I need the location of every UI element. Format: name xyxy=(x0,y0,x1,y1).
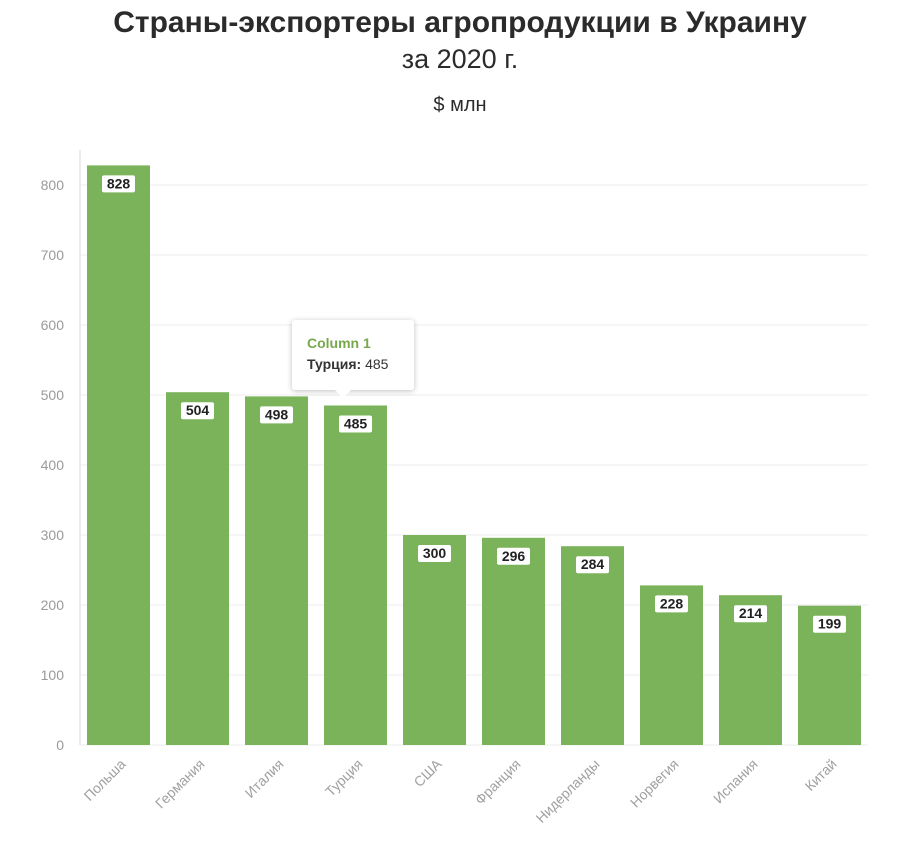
chart-unit: $ млн xyxy=(433,94,487,116)
data-label: 485 xyxy=(344,416,368,432)
data-label: 504 xyxy=(186,402,210,418)
data-label: 828 xyxy=(107,175,131,191)
x-tick-label: Германия xyxy=(152,756,208,812)
y-tick-label: 300 xyxy=(41,527,65,543)
data-label: 228 xyxy=(660,595,684,611)
y-tick-label: 200 xyxy=(41,597,65,613)
data-label-background xyxy=(734,605,767,623)
y-tick-label: 400 xyxy=(41,457,65,473)
y-axis-ticks: 0 100 200 300 400 500 600 700 800 xyxy=(41,177,65,753)
chart-subtitle: за 2020 г. xyxy=(401,44,519,74)
y-tick-label: 800 xyxy=(41,177,65,193)
x-tick-label: Турция xyxy=(322,756,366,800)
data-label: 214 xyxy=(739,605,763,621)
bar xyxy=(87,165,150,745)
x-tick-label: Китай xyxy=(802,756,840,794)
bar xyxy=(324,405,387,745)
data-label-background xyxy=(418,545,451,562)
bar xyxy=(245,396,308,745)
data-label-background xyxy=(813,615,846,633)
data-label: 296 xyxy=(502,548,526,564)
x-tick-label: США xyxy=(410,755,445,790)
data-label-background xyxy=(497,547,530,565)
y-tick-label: 0 xyxy=(56,737,64,753)
y-tick-label: 500 xyxy=(41,387,65,403)
data-label-background xyxy=(260,406,293,424)
data-label-background xyxy=(339,415,372,433)
y-tick-label: 600 xyxy=(41,317,65,333)
data-label-background xyxy=(181,402,214,420)
tooltip: Column 1 Турция: 485 xyxy=(292,320,414,398)
x-tick-label: Испания xyxy=(710,756,761,807)
bar xyxy=(561,546,624,745)
y-tick-label: 700 xyxy=(41,247,65,263)
x-tick-label: Италия xyxy=(242,756,287,801)
x-tick-label: Франция xyxy=(472,756,524,808)
x-axis-labels: Польша Германия Италия Турция США Франция Ниде… xyxy=(81,755,840,826)
data-label: 199 xyxy=(818,616,842,632)
bar xyxy=(166,392,229,745)
data-label-background xyxy=(102,175,135,193)
bar xyxy=(403,535,466,745)
tooltip-category: Турция: xyxy=(307,356,362,372)
data-label: 284 xyxy=(581,556,605,572)
chart-title: Страны-экспортеры агропродукции в Украин… xyxy=(113,6,807,39)
bars: 828 504 498 485 300 296 284 228 214 199 xyxy=(87,165,861,745)
tooltip-value: 485 xyxy=(365,356,389,372)
x-tick-label: Норвегия xyxy=(627,756,682,811)
bar xyxy=(482,537,545,745)
data-label-background xyxy=(576,556,609,574)
data-label: 300 xyxy=(423,545,447,561)
x-tick-label: Польша xyxy=(81,756,129,804)
data-label: 498 xyxy=(265,406,289,422)
tooltip-series: Column 1 xyxy=(307,335,371,351)
x-tick-label: Нидерланды xyxy=(533,756,603,826)
y-tick-label: 100 xyxy=(41,667,65,683)
data-label-background xyxy=(655,595,688,613)
